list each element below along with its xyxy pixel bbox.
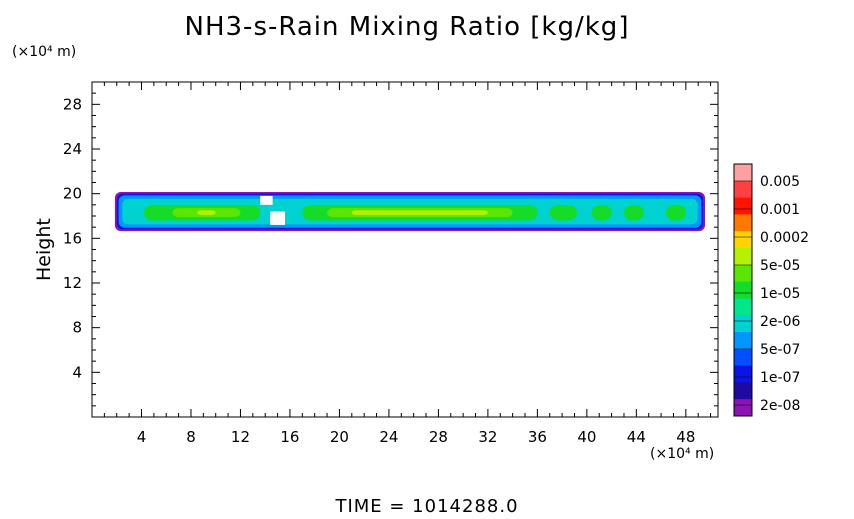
- x-tick-label: 36: [528, 428, 547, 446]
- y-tick-label: 8: [72, 319, 82, 337]
- layer-core-3: [591, 204, 612, 221]
- colorbar-label: 1e-07: [760, 370, 800, 386]
- colorbar-swatch: [734, 180, 752, 199]
- layer-core-4: [623, 204, 644, 221]
- x-tick-label: 32: [478, 428, 497, 446]
- y-tick-label: 4: [72, 363, 82, 381]
- colorbar-swatch: [734, 164, 752, 182]
- colorbar-swatch: [734, 332, 752, 350]
- colorbar-swatch: [734, 348, 752, 367]
- colorbar-swatch: [734, 365, 752, 383]
- colorbar-swatch: [734, 197, 752, 215]
- y-tick-label: 20: [63, 185, 82, 203]
- colorbar-label: 2e-08: [760, 398, 800, 414]
- colorbar-swatch: [734, 264, 752, 283]
- x-tick-label: 16: [280, 428, 299, 446]
- layer-core-5: [666, 204, 686, 221]
- x-tick-label: 24: [379, 428, 398, 446]
- colorbar-label: 1e-05: [760, 286, 800, 302]
- colorbar-frame: [733, 163, 753, 417]
- x-tick-label: 28: [429, 428, 448, 446]
- plot-frame: [91, 81, 719, 418]
- x-tick-label: 12: [231, 428, 250, 446]
- x-axis-unit: (×10⁴ m): [650, 446, 715, 462]
- y-tick-label: 24: [63, 140, 82, 158]
- time-label: TIME = 1014288.0: [335, 496, 519, 517]
- colorbar-swatch: [734, 382, 752, 400]
- colorbar-swatch: [734, 281, 752, 299]
- layer-peak-inner-0: [197, 210, 216, 215]
- colorbar-swatch: [734, 248, 752, 266]
- colorbar-label: 0.0002: [760, 230, 809, 246]
- colorbar-swatch: [734, 231, 752, 249]
- layer-gap-0: [270, 211, 285, 225]
- y-tick-label: 12: [63, 274, 82, 292]
- y-tick-label: 16: [63, 229, 82, 247]
- colorbar-label: 0.001: [760, 202, 800, 218]
- x-tick-label: 8: [186, 428, 196, 446]
- colorbar-swatch: [734, 399, 752, 417]
- x-tick-label: 48: [676, 428, 695, 446]
- y-tick-label: 28: [63, 95, 82, 113]
- colorbar-label: 2e-06: [760, 314, 800, 330]
- x-tick-label: 4: [137, 428, 147, 446]
- x-tick-label: 40: [577, 428, 596, 446]
- colorbar-label: 0.005: [760, 174, 800, 190]
- layer-peak-inner-1: [351, 210, 488, 215]
- chart-title: NH3-s-Rain Mixing Ratio [kg/kg]: [184, 12, 630, 42]
- colorbar-swatch: [734, 298, 752, 316]
- colorbar-swatch: [734, 315, 752, 333]
- x-tick-label: 44: [627, 428, 646, 446]
- x-tick-label: 20: [330, 428, 349, 446]
- layer-gap-1: [260, 195, 273, 205]
- colorbar-label: 5e-07: [760, 342, 800, 358]
- colorbar-label: 5e-05: [760, 258, 800, 274]
- layer-core-2: [549, 204, 577, 221]
- y-axis-unit: (×10⁴ m): [12, 44, 77, 60]
- colorbar-swatch: [734, 214, 752, 232]
